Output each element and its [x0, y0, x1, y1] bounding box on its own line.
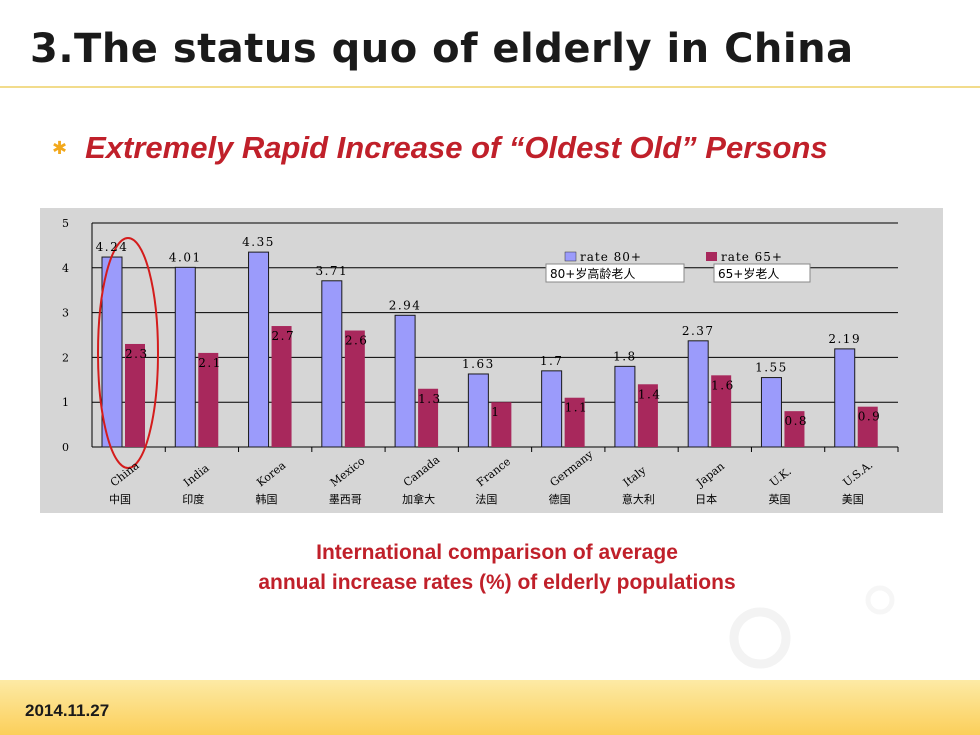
slide-date: 2014.11.27	[25, 701, 110, 720]
data-label-80: 1.63	[462, 357, 495, 371]
data-label-65: 2.1	[198, 356, 222, 370]
data-label-80: 2.19	[828, 332, 861, 346]
x-category-label-cn: 意大利	[622, 492, 655, 506]
bar-rate-80	[321, 280, 343, 448]
x-category-label-cn: 法国	[475, 492, 497, 506]
bar-rate-80	[101, 256, 123, 448]
legend-label-cn-65: 65+岁老人	[718, 266, 779, 281]
data-label-80: 2.94	[389, 298, 422, 312]
data-label-80: 4.35	[242, 235, 275, 249]
x-category-label-cn: 英国	[768, 492, 790, 506]
data-label-65: 1.6	[711, 378, 735, 392]
data-label-65: 1.1	[565, 401, 589, 415]
slide-subtitle: Extremely Rapid Increase of “Oldest Old”…	[85, 130, 828, 165]
data-label-80: 1.7	[540, 354, 564, 368]
bar-chart: 0 1 2 3 4 5 4.24 2.3 4.01 2.1 4.35 2.7 3.71 2.6 2.94 1…	[40, 208, 943, 513]
y-tick-label: 2	[62, 351, 69, 364]
data-label-80: 1.55	[755, 361, 788, 375]
bar-rate-80	[248, 251, 270, 448]
data-label-80: 1.8	[613, 349, 637, 363]
bar-rate-80	[614, 365, 636, 448]
data-label-65: 2.3	[125, 347, 149, 361]
x-category-label-cn: 美国	[842, 493, 864, 506]
legend-label-cn-80: 80+岁高龄老人	[550, 266, 635, 281]
y-tick-label: 3	[62, 307, 69, 320]
caption-line-2: annual increase rates (%) of elderly pop…	[258, 571, 736, 594]
legend-swatch-65	[706, 252, 717, 261]
y-tick-label: 4	[62, 262, 69, 275]
caption-line-1: International comparison of average	[316, 541, 678, 564]
bar-rate-65	[344, 330, 365, 447]
data-label-65: 0.9	[858, 410, 882, 424]
x-category-label-cn: 中国	[109, 493, 131, 506]
asterisk-bullet-icon: ✱	[52, 137, 68, 158]
x-category-label-cn: 日本	[695, 492, 717, 506]
bar-rate-65	[857, 406, 878, 447]
legend-label-65: rate 65+	[721, 250, 783, 264]
data-label-65: 1.3	[418, 392, 442, 406]
y-tick-label: 5	[62, 217, 69, 230]
slide-title: 3.The status quo of elderly in China	[30, 26, 854, 72]
bullet-point: ✱ Extremely Rapid Increase of “Oldest Ol…	[52, 130, 828, 166]
x-category-label-cn: 德国	[549, 492, 571, 506]
x-category-label-cn: 印度	[182, 492, 204, 506]
bar-rate-80	[174, 266, 196, 448]
data-label-65: 1	[491, 405, 500, 419]
bar-rate-80	[834, 348, 856, 448]
title-divider	[0, 86, 980, 88]
bar-rate-65	[784, 411, 805, 447]
data-label-80: 4.01	[169, 250, 202, 264]
x-category-label-cn: 墨西哥	[329, 493, 362, 506]
bar-rate-65	[198, 352, 219, 447]
y-tick-label: 0	[62, 441, 69, 454]
data-label-65: 1.4	[638, 387, 662, 401]
bar-rate-80	[541, 370, 563, 448]
bar-rate-65	[564, 397, 585, 447]
data-label-80: 4.24	[96, 240, 129, 254]
china-highlight-ellipse	[97, 237, 159, 469]
legend-label-80: rate 80+	[580, 250, 642, 264]
data-label-80: 2.37	[682, 324, 715, 338]
bar-rate-80	[687, 340, 709, 448]
bar-rate-80	[467, 373, 489, 448]
bar-rate-65	[711, 375, 732, 447]
legend-box-cn-65	[713, 263, 811, 283]
x-category-label-cn: 加拿大	[402, 492, 435, 506]
chart-caption: International comparison of average annu…	[0, 538, 980, 598]
bar-rate-80	[394, 314, 416, 448]
legend-box-cn-80	[545, 263, 685, 283]
x-category-label-cn: 韩国	[256, 492, 278, 506]
footer-band	[0, 680, 980, 735]
bar-rate-80	[760, 377, 782, 448]
data-label-65: 0.8	[784, 414, 808, 428]
bar-rate-65	[125, 343, 145, 447]
data-label-65: 2.6	[345, 334, 369, 348]
data-label-65: 2.7	[272, 329, 296, 343]
y-tick-label: 1	[62, 396, 69, 409]
bar-rate-65	[637, 384, 658, 447]
bar-rate-65	[271, 326, 292, 447]
bar-rate-65	[491, 402, 512, 447]
legend-swatch-80	[564, 251, 577, 262]
data-label-80: 3.71	[315, 264, 348, 278]
bar-rate-65	[418, 388, 439, 447]
